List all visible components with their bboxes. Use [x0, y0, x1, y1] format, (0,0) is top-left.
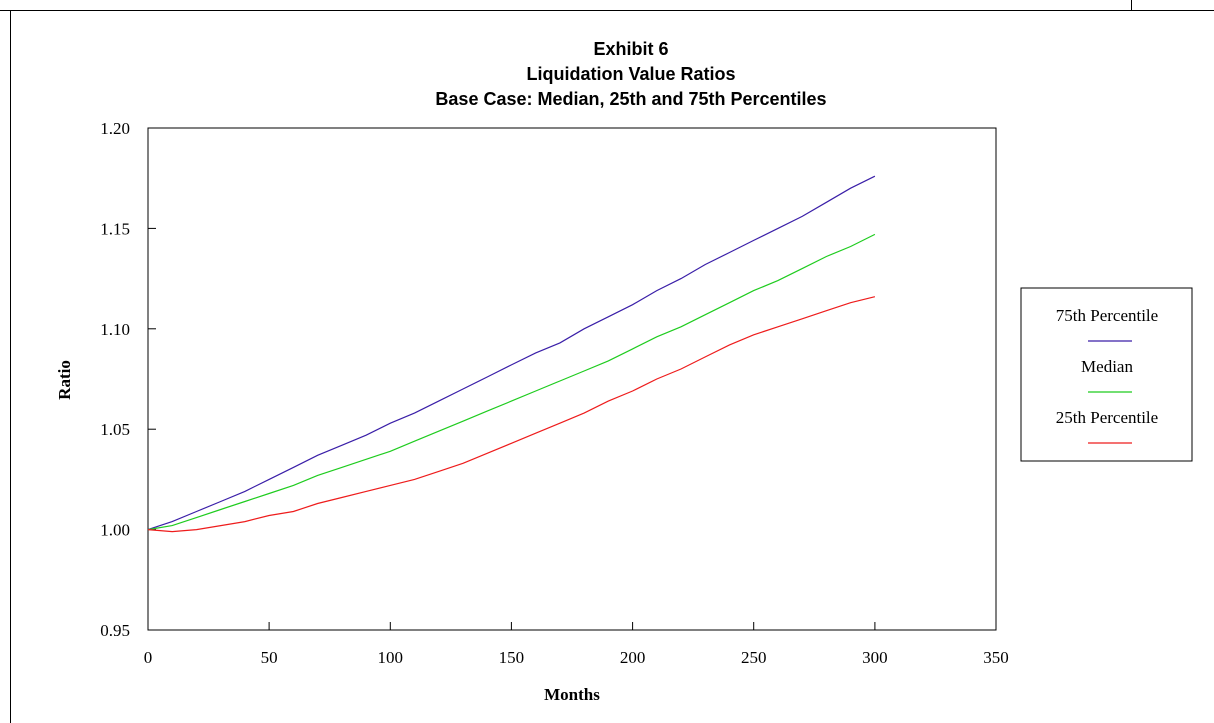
x-tick-label: 200 — [620, 648, 646, 667]
x-tick-label: 250 — [741, 648, 767, 667]
series-line-25th-percentile — [147, 296, 876, 533]
series-layer — [147, 175, 876, 533]
legend: 75th Percentile Median 25th Percentile — [1020, 287, 1193, 462]
y-tick-label: 1.20 — [100, 119, 130, 138]
y-axis: 0.95 1.00 1.05 1.10 1.15 1.20 — [100, 119, 156, 640]
legend-box — [1020, 287, 1193, 462]
legend-label-median: Median — [1081, 357, 1133, 376]
legend-label-25th-percentile: 25th Percentile — [1056, 408, 1158, 427]
series-line-75th-percentile — [147, 175, 876, 531]
y-tick-label: 1.05 — [100, 420, 130, 439]
plot-area — [147, 127, 997, 631]
x-tick-label: 0 — [144, 648, 153, 667]
chart-title-line-3: Base Case: Median, 25th and 75th Percent… — [435, 89, 826, 109]
legend-label-75th-percentile: 75th Percentile — [1056, 306, 1158, 325]
x-axis: 0 50 100 150 200 250 300 350 — [144, 622, 1009, 667]
x-axis-label: Months — [544, 685, 600, 704]
chart-title-line-2: Liquidation Value Ratios — [526, 64, 735, 84]
x-tick-label: 100 — [378, 648, 404, 667]
y-tick-label: 0.95 — [100, 621, 130, 640]
x-tick-label: 350 — [983, 648, 1009, 667]
series-line-median — [147, 233, 876, 531]
y-axis-label: Ratio — [55, 360, 74, 400]
x-tick-label: 300 — [862, 648, 888, 667]
y-tick-label: 1.10 — [100, 320, 130, 339]
x-tick-label: 150 — [499, 648, 525, 667]
y-tick-label: 1.00 — [100, 521, 130, 540]
x-tick-label: 50 — [261, 648, 278, 667]
y-tick-label: 1.15 — [100, 219, 130, 238]
chart-title-line-1: Exhibit 6 — [593, 39, 668, 59]
